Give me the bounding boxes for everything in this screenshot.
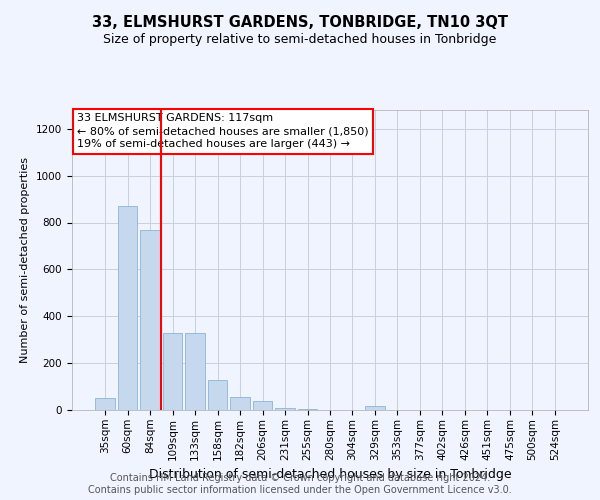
Bar: [95, 398, 115, 410]
Bar: [208, 380, 227, 410]
Text: 33, ELMSHURST GARDENS, TONBRIDGE, TN10 3QT: 33, ELMSHURST GARDENS, TONBRIDGE, TN10 3…: [92, 15, 508, 30]
Bar: [140, 230, 160, 410]
Text: 33 ELMSHURST GARDENS: 117sqm
← 80% of semi-detached houses are smaller (1,850)
1: 33 ELMSHURST GARDENS: 117sqm ← 80% of se…: [77, 113, 369, 150]
Bar: [118, 206, 137, 410]
Bar: [163, 332, 182, 410]
Bar: [365, 406, 385, 410]
Bar: [230, 397, 250, 410]
Bar: [275, 408, 295, 410]
X-axis label: Distribution of semi-detached houses by size in Tonbridge: Distribution of semi-detached houses by …: [149, 468, 511, 481]
Text: Contains HM Land Registry data © Crown copyright and database right 2024.
Contai: Contains HM Land Registry data © Crown c…: [88, 474, 512, 495]
Bar: [298, 409, 317, 410]
Bar: [253, 400, 272, 410]
Text: Size of property relative to semi-detached houses in Tonbridge: Size of property relative to semi-detach…: [103, 32, 497, 46]
Y-axis label: Number of semi-detached properties: Number of semi-detached properties: [20, 157, 31, 363]
Bar: [185, 332, 205, 410]
